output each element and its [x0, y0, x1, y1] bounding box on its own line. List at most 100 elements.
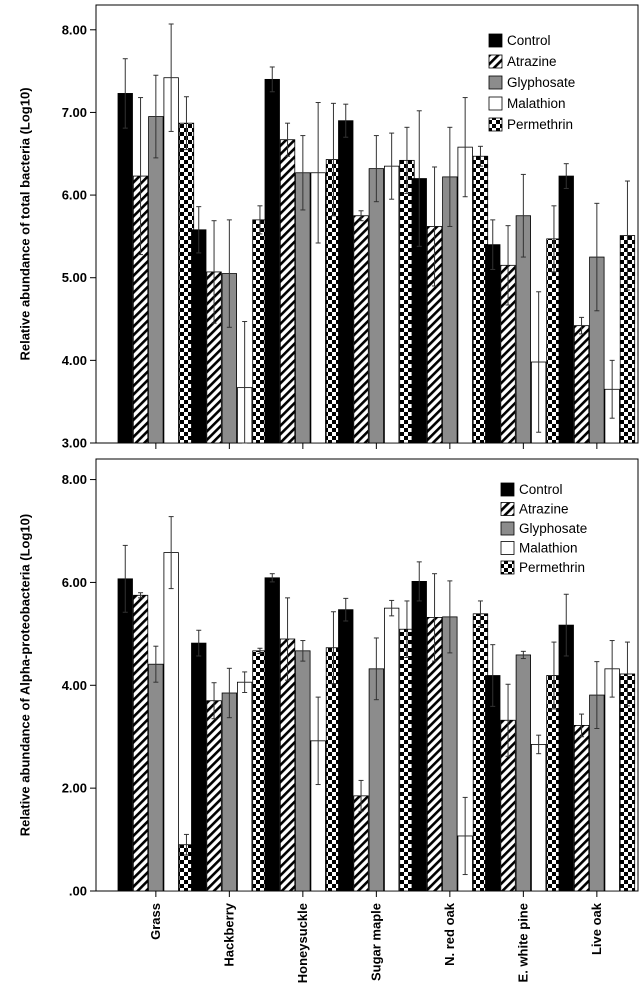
- bar-n-red-oak-control: [411, 561, 427, 892]
- legend-item-control: Control: [500, 482, 563, 497]
- bar-honeysuckle-permethrin: [325, 611, 342, 892]
- y-tick-label: 6.00: [62, 188, 87, 203]
- bar-grass-glyphosate: [148, 74, 164, 444]
- legend-item-atrazine: Atrazine: [488, 54, 557, 69]
- y-tick-label: 2.00: [62, 781, 87, 796]
- legend-swatch: [500, 482, 515, 497]
- legend-swatch: [500, 560, 515, 575]
- legend-item-atrazine: Atrazine: [500, 502, 569, 517]
- bar-rect: [117, 93, 133, 444]
- y-axis: 3.00 4.00 5.00 6.00 7.00 8.00: [62, 22, 96, 451]
- legend-swatch: [500, 502, 515, 516]
- bar-hackberry-malathion: [236, 321, 253, 444]
- bar-rect: [573, 325, 590, 444]
- bar-rect: [148, 663, 164, 892]
- x-category-label-honeysuckle: Honeysuckle: [295, 903, 310, 983]
- y-tick-label: 7.00: [62, 105, 87, 120]
- bar-rect: [558, 175, 574, 444]
- bar-honeysuckle-atrazine: [279, 122, 296, 444]
- y-tick-label: 3.00: [62, 436, 87, 451]
- bar-rect: [117, 578, 133, 892]
- legend-swatch: [488, 33, 503, 48]
- bar-live-oak-glyphosate: [589, 202, 605, 444]
- legend-item-malathion: Malathion: [488, 96, 566, 111]
- bar-rect: [163, 552, 179, 892]
- x-category-label-hackberry: Hackberry: [221, 902, 236, 966]
- bar-rect: [558, 624, 574, 892]
- y-axis-title: Relative abundance of total bacteria (Lo…: [17, 87, 32, 360]
- bar-sugar-maple-malathion: [383, 132, 400, 444]
- total-bacteria-panel: Relative abundance of total bacteria (Lo…: [17, 4, 639, 451]
- bar-rect: [295, 650, 311, 892]
- bar-grass-control: [117, 544, 133, 892]
- x-category-label-grass: Grass: [148, 903, 163, 940]
- legend-item-malathion: Malathion: [500, 541, 578, 556]
- bar-rect: [531, 744, 547, 892]
- bar-grass-control: [117, 58, 133, 444]
- bar-rect: [515, 654, 531, 892]
- bar-sugar-maple-atrazine: [353, 779, 369, 892]
- bar-series-group: [117, 516, 636, 892]
- bar-live-oak-atrazine: [573, 316, 590, 444]
- bar-e-white-pine-glyphosate: [515, 650, 531, 892]
- bar-sugar-maple-control: [338, 103, 354, 444]
- bar-hackberry-permethrin: [252, 647, 268, 892]
- bar-live-oak-permethrin: [619, 180, 636, 444]
- alpha-proteobacteria-panel: Relative abundance of Alpha-proteobacter…: [17, 458, 639, 983]
- bar-hackberry-permethrin: [252, 205, 268, 444]
- bar-n-red-oak-atrazine: [426, 573, 443, 892]
- bar-grass-glyphosate: [148, 645, 164, 892]
- legend-swatch: [500, 521, 515, 536]
- bar-live-oak-permethrin: [619, 641, 636, 892]
- bar-live-oak-malathion: [604, 640, 620, 892]
- y-tick-label: 5.00: [62, 270, 87, 285]
- y-tick-label: 4.00: [62, 353, 87, 368]
- bar-honeysuckle-malathion: [310, 696, 326, 892]
- legend-label: Atrazine: [507, 54, 557, 69]
- bar-rect: [485, 244, 501, 444]
- x-category-label-sugar-maple: Sugar maple: [368, 903, 383, 981]
- bar-rect: [368, 668, 385, 892]
- legend-label: Atrazine: [519, 502, 569, 517]
- bar-n-red-oak-control: [411, 110, 427, 444]
- x-axis-category-labels: Grass Hackberry Honeysuckle Sugar maple N. r…: [148, 902, 604, 983]
- legend-swatch: [488, 54, 503, 69]
- bar-e-white-pine-glyphosate: [515, 173, 531, 444]
- bar-e-white-pine-atrazine: [500, 225, 516, 444]
- bar-rect: [573, 725, 590, 892]
- legend: Control Atrazine Glyphosate Malathion Permet…: [488, 33, 575, 132]
- x-category-label-n-red-oak: N. red oak: [442, 902, 457, 966]
- bar-live-oak-malathion: [604, 359, 620, 444]
- bar-hackberry-glyphosate: [221, 667, 238, 892]
- bar-hackberry-control: [191, 206, 207, 444]
- bar-rect: [163, 77, 179, 444]
- bar-rect: [148, 116, 164, 444]
- legend-item-glyphosate: Glyphosate: [500, 521, 587, 536]
- bar-series-group: [117, 23, 636, 444]
- bar-live-oak-atrazine: [573, 713, 590, 892]
- bar-hackberry-atrazine: [206, 220, 222, 444]
- legend-swatch: [500, 541, 515, 555]
- bar-e-white-pine-control: [485, 219, 501, 444]
- bar-rect: [368, 168, 385, 444]
- bar-hackberry-control: [191, 629, 207, 892]
- bar-n-red-oak-malathion: [457, 97, 473, 444]
- bar-honeysuckle-malathion: [310, 102, 326, 444]
- bar-hackberry-atrazine: [206, 682, 222, 892]
- x-axis-ticks: [155, 443, 598, 449]
- bar-n-red-oak-glyphosate: [442, 126, 458, 444]
- bar-e-white-pine-control: [485, 644, 501, 892]
- bar-sugar-maple-control: [338, 597, 354, 892]
- legend-swatch: [488, 96, 503, 111]
- bar-grass-atrazine: [132, 97, 149, 444]
- bar-sugar-maple-glyphosate: [368, 135, 385, 444]
- y-tick-label: 4.00: [62, 678, 87, 693]
- bar-rect: [383, 607, 400, 892]
- y-axis-title: Relative abundance of Alpha-proteobacter…: [17, 514, 32, 836]
- bar-honeysuckle-control: [264, 573, 280, 892]
- legend-item-permethrin: Permethrin: [488, 117, 573, 132]
- bar-e-white-pine-atrazine: [500, 683, 516, 892]
- bar-rect: [191, 642, 207, 892]
- bar-rect: [264, 577, 280, 892]
- bar-rect: [206, 700, 222, 892]
